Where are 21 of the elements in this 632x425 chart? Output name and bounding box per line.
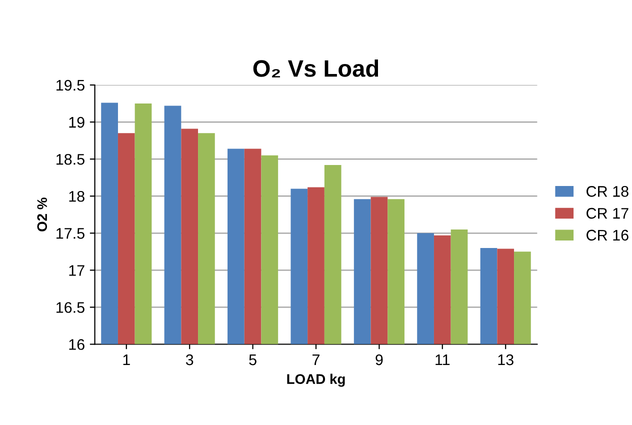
x-axis-title: LOAD kg [287,374,345,387]
legend-label: CR 17 [586,208,628,219]
y-tick-label: 19.5 [56,80,84,91]
y-tick-label: 17.5 [56,228,84,239]
legend-label: CR 18 [586,186,628,197]
y-tick-label: 16 [69,339,84,350]
chart-title: O₂ Vs Load [253,60,378,78]
y-tick-label: 18.5 [56,154,84,165]
x-tick-label: 13 [498,354,514,366]
legend-label: CR 16 [586,230,628,241]
x-tick-label: 5 [249,354,256,366]
x-tick-label: 1 [123,354,130,366]
x-tick-label: 7 [312,354,320,366]
y-tick-label: 17 [69,265,84,276]
x-tick-label: 11 [436,354,450,366]
y-tick-label: 19 [69,116,84,128]
y-axis-title: O2 % [37,198,48,232]
x-tick-label: 9 [376,354,383,366]
x-tick-label: 3 [186,354,194,366]
y-tick-label: 18 [69,190,84,202]
y-tick-label: 16.5 [56,302,84,313]
